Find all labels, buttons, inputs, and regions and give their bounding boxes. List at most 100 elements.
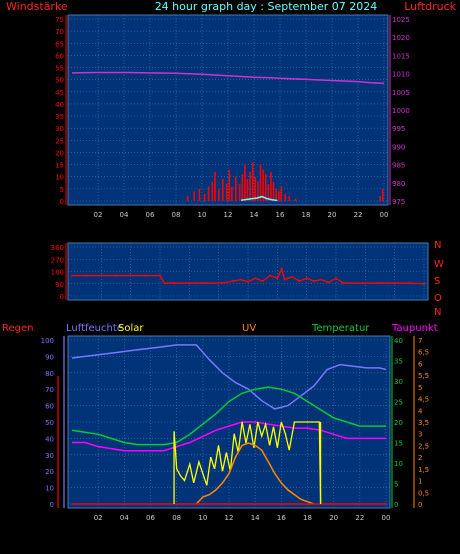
wind-direction-point <box>203 282 205 285</box>
x-tick-label: 16 <box>277 514 286 522</box>
y-tick-label: 2 <box>418 454 422 462</box>
y-tick-label: 20 <box>394 419 403 427</box>
y-tick-label: 65 <box>55 40 64 48</box>
wind-direction-point <box>280 267 283 270</box>
y-tick-label: 15 <box>55 162 64 170</box>
wind-direction-point <box>269 274 271 277</box>
y-tick-label: 45 <box>55 89 64 97</box>
y-tick-label: 0 <box>394 501 398 509</box>
y-tick-label: 1 <box>418 478 422 486</box>
panel2-axes: 0 90 180 270 360 <box>51 243 67 301</box>
y-tick-label: 985 <box>392 162 405 170</box>
wind-direction-point <box>232 280 235 283</box>
x-tick-label: 06 <box>146 211 155 219</box>
y-tick-label: 1,5 <box>418 466 429 474</box>
y-tick-label: 0 <box>60 293 64 301</box>
y-tick-label: 5,5 <box>418 372 429 380</box>
y-tick-label: 1020 <box>392 34 410 42</box>
windstaerke-label: Windstärke <box>6 0 68 13</box>
y-tick-label: 1025 <box>392 16 410 24</box>
wind-direction-point <box>335 277 337 280</box>
y-tick-label: 30 <box>55 125 64 133</box>
y-tick-label: 2,5 <box>418 442 429 450</box>
luftdruck-label: Luftdruck <box>404 0 456 13</box>
x-tick-label: 14 <box>251 514 260 522</box>
wind-direction-point <box>85 274 88 277</box>
y-tick-label: 30 <box>394 378 403 386</box>
y-tick-label: 25 <box>55 137 64 145</box>
y-tick-label: 30 <box>45 452 54 460</box>
taupunkt-label: Taupunkt <box>391 323 438 334</box>
compass-label: W <box>434 259 444 270</box>
x-tick-label: 12 <box>225 514 234 522</box>
y-tick-label: 270 <box>51 256 64 264</box>
wind-direction-point <box>71 274 73 277</box>
wind-direction-point <box>247 280 249 283</box>
x-tick-label: 06 <box>146 514 155 522</box>
wind-direction-point <box>188 282 191 285</box>
compass-label: S <box>434 276 440 287</box>
y-tick-label: 980 <box>392 180 405 188</box>
wind-direction-point <box>379 282 381 285</box>
y-tick-label: 70 <box>45 386 54 394</box>
wind-direction-point <box>305 277 308 280</box>
chart-title: 24 hour graph day : September 07 2024 <box>155 0 378 13</box>
y-tick-label: 1005 <box>392 89 410 97</box>
y-tick-label: 10 <box>394 460 403 468</box>
y-tick-label: 3 <box>418 431 422 439</box>
panel2-series <box>71 266 425 285</box>
uv-label: UV <box>242 323 256 334</box>
x-tick-label: 22 <box>354 211 363 219</box>
y-tick-label: 3,5 <box>418 419 429 427</box>
y-tick-label: 35 <box>55 113 64 121</box>
uv-line <box>195 442 315 505</box>
y-tick-label: 50 <box>45 419 54 427</box>
y-tick-label: 90 <box>45 353 54 361</box>
x-tick-label: 22 <box>355 514 364 522</box>
y-tick-label: 40 <box>45 435 54 443</box>
y-tick-label: 100 <box>41 337 54 345</box>
x-tick-label: 08 <box>172 514 181 522</box>
x-tick-label: 18 <box>303 514 312 522</box>
y-tick-label: 80 <box>45 370 54 378</box>
y-tick-label: 6,5 <box>418 349 429 357</box>
y-tick-label: 0 <box>60 198 64 206</box>
y-tick-label: 0 <box>418 501 422 509</box>
y-tick-label: 15 <box>394 440 403 448</box>
y-tick-label: 60 <box>55 52 64 60</box>
y-tick-label: 20 <box>45 468 54 476</box>
y-tick-label: 4,5 <box>418 396 429 404</box>
luftfeuchte-line <box>71 344 387 410</box>
y-tick-label: 35 <box>394 358 403 366</box>
x-tick-label: 00 <box>382 514 391 522</box>
y-tick-label: 5 <box>60 186 64 194</box>
y-tick-label: 20 <box>55 149 64 157</box>
y-tick-label: 55 <box>55 65 64 73</box>
y-tick-label: 1010 <box>392 71 410 79</box>
temperatur-label: Temperatur <box>311 323 370 334</box>
panel2-grid <box>68 243 428 300</box>
panel3-series <box>71 344 387 505</box>
compass-label: O <box>434 293 442 304</box>
wind-direction-point <box>298 280 301 283</box>
x-tick-label: 04 <box>120 211 129 219</box>
y-tick-label: 25 <box>394 399 403 407</box>
compass-label: N <box>434 240 441 251</box>
y-tick-label: 180 <box>51 269 64 277</box>
wind-direction-point <box>283 278 286 281</box>
wind-direction-point <box>327 281 330 284</box>
x-tick-label: 04 <box>120 514 129 522</box>
y-tick-label: 50 <box>55 77 64 85</box>
y-tick-label: 10 <box>55 174 64 182</box>
y-tick-label: 10 <box>45 485 54 493</box>
compass-labels: N W S O N <box>434 240 444 318</box>
compass-label: N <box>434 307 441 318</box>
y-tick-label: 990 <box>392 143 405 151</box>
y-tick-label: 7 <box>418 337 422 345</box>
wind-direction-point <box>342 282 345 285</box>
y-tick-label: 40 <box>394 337 403 345</box>
wind-direction-point <box>100 274 103 277</box>
x-tick-label: 20 <box>328 211 337 219</box>
wind-direction-point <box>225 281 227 284</box>
